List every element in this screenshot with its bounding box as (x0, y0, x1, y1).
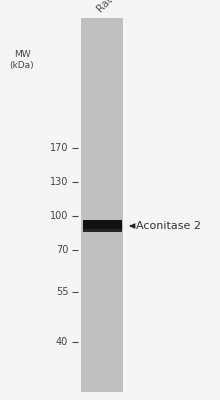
Bar (82, 229, 122, 232)
Bar (81, 18, 123, 392)
Text: 55: 55 (56, 287, 68, 297)
Text: Rat brain: Rat brain (95, 0, 136, 14)
Text: Aconitase 2: Aconitase 2 (136, 221, 201, 231)
Text: 40: 40 (56, 337, 68, 347)
Text: 100: 100 (50, 211, 68, 221)
Text: 170: 170 (50, 143, 68, 153)
Text: MW
(kDa): MW (kDa) (10, 50, 34, 70)
Bar (82, 220, 122, 232)
Text: 70: 70 (56, 245, 68, 255)
Text: 130: 130 (50, 177, 68, 187)
